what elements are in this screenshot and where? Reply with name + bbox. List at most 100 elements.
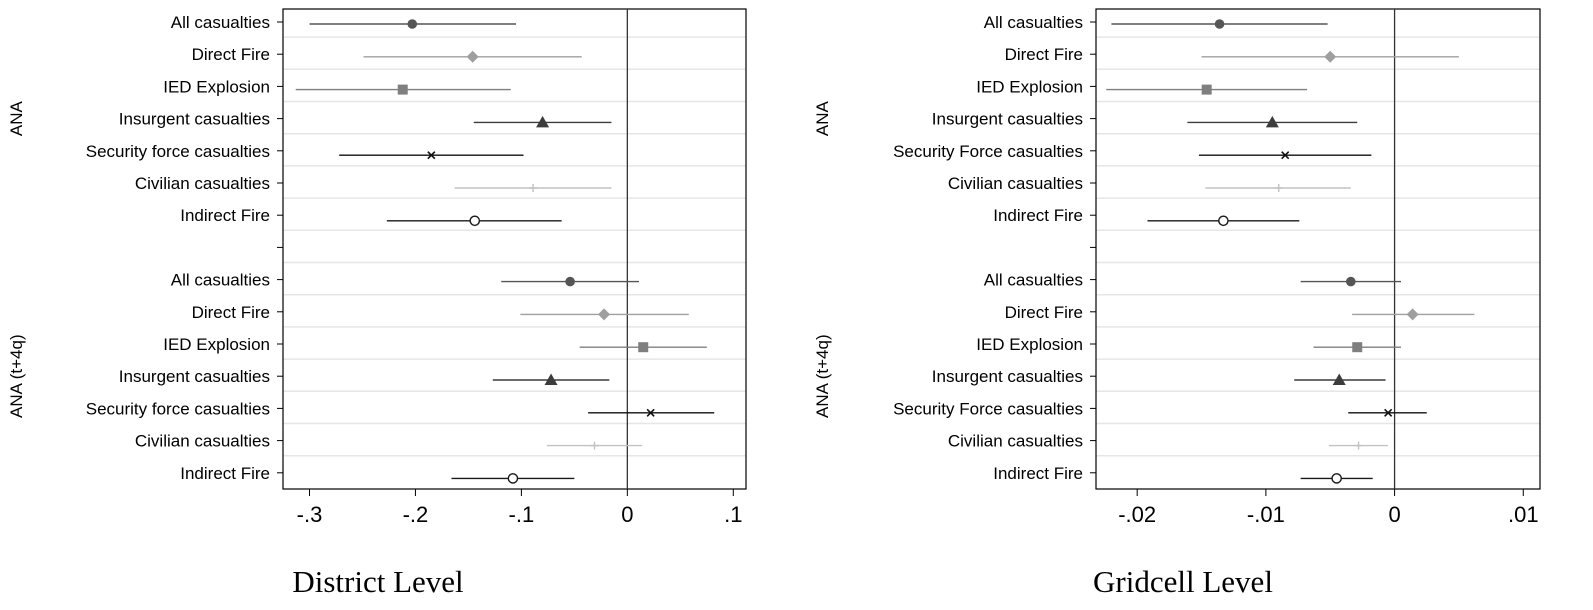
estimate-row: [386, 215, 562, 227]
row-label: Insurgent casualties: [932, 110, 1083, 129]
estimate-row: [473, 115, 612, 128]
x-tick-label: -.1: [509, 502, 535, 527]
estimate-row: [1294, 373, 1386, 385]
estimate-row: [1328, 441, 1389, 450]
marker: [1218, 215, 1229, 227]
x-tick-label: -.02: [1118, 502, 1156, 527]
marker: [407, 19, 418, 29]
estimate-row: [579, 342, 707, 353]
row-label: Civilian casualties: [135, 432, 270, 451]
marker: [427, 151, 436, 160]
marker: [1281, 151, 1290, 160]
row-label: Civilian casualties: [135, 174, 270, 193]
x-tick-label: .01: [1508, 502, 1539, 527]
row-label: Indirect Fire: [993, 206, 1083, 225]
estimate-row: [1111, 19, 1328, 29]
estimate-row: [363, 50, 582, 63]
marker: [1384, 408, 1393, 417]
panel-gridcell: Gridcell Level: [1093, 564, 1273, 599]
marker: [565, 276, 575, 287]
panel-title-gridcell: Gridcell Level: [1093, 564, 1273, 599]
x-tick-label: -.2: [403, 502, 429, 527]
row-label: Security Force casualties: [893, 399, 1083, 418]
marker: [469, 215, 481, 227]
estimate-row: [1348, 408, 1427, 417]
row-label: Civilian casualties: [948, 432, 1083, 451]
row-label: All casualties: [984, 13, 1083, 32]
marker: [507, 473, 519, 484]
estimate-row: [1201, 50, 1459, 63]
row-label: Indirect Fire: [993, 464, 1083, 483]
row-label: Direct Fire: [1005, 45, 1083, 64]
row-label: All casualties: [171, 271, 270, 290]
estimate-row: [1300, 276, 1402, 287]
marker: [1201, 84, 1212, 95]
group-label: ANA: [7, 100, 26, 136]
estimate-row: [1352, 308, 1475, 321]
plot-frame: [1095, 8, 1541, 490]
estimate-row: [1106, 84, 1308, 95]
group-label: ANA (t+4q): [813, 334, 832, 418]
estimate-row: [339, 151, 524, 160]
row-label: Security Force casualties: [893, 142, 1083, 161]
estimate-row: [1313, 342, 1402, 353]
estimate-row: [1147, 215, 1300, 227]
row-label: IED Explosion: [163, 335, 270, 354]
marker: [536, 115, 550, 128]
x-tick-label: -.01: [1247, 502, 1285, 527]
row-label: Direct Fire: [192, 45, 270, 64]
group-label: ANA: [813, 100, 832, 136]
marker: [1331, 473, 1342, 484]
plot-area-district: All casualties Direct Fire IED Explosion In…: [7, 8, 747, 527]
estimate-row: [546, 441, 643, 450]
row-label: Direct Fire: [1005, 303, 1083, 322]
estimate-row: [309, 19, 517, 29]
row-label: IED Explosion: [163, 77, 270, 96]
row-label: Insurgent casualties: [119, 367, 270, 386]
row-label: Civilian casualties: [948, 174, 1083, 193]
estimate-row: [588, 408, 715, 417]
row-label: IED Explosion: [976, 335, 1083, 354]
row-label: All casualties: [171, 13, 270, 32]
marker: [544, 373, 558, 385]
estimate-row: [492, 373, 610, 385]
estimate-row: [1300, 473, 1373, 484]
row-label: Indirect Fire: [180, 464, 270, 483]
group-label: ANA (t+4q): [7, 334, 26, 418]
x-tick-label: .1: [724, 502, 742, 527]
x-tick-label: 0: [621, 502, 633, 527]
estimate-row: [1205, 184, 1351, 192]
row-label: Insurgent casualties: [119, 110, 270, 129]
marker: [1214, 19, 1225, 29]
x-tick-label: 0: [1388, 502, 1400, 527]
estimate-row: [1198, 151, 1372, 160]
marker: [1265, 115, 1279, 128]
marker: [1406, 308, 1419, 321]
plot-area-gridcell: All casualties Direct Fire IED Explosion In…: [813, 8, 1541, 527]
row-label: Security force casualties: [86, 399, 270, 418]
row-label: Insurgent casualties: [932, 367, 1083, 386]
marker: [598, 308, 611, 321]
marker: [1346, 276, 1356, 287]
marker: [1332, 373, 1346, 385]
marker: [1352, 342, 1363, 353]
row-label: Direct Fire: [192, 303, 270, 322]
estimate-row: [520, 308, 689, 321]
estimate-row: [451, 473, 575, 484]
marker: [1324, 50, 1337, 63]
marker: [638, 342, 649, 353]
panel-title-district: District Level: [292, 564, 463, 599]
estimate-row: [295, 84, 511, 95]
estimate-row: [501, 276, 639, 287]
marker: [646, 408, 655, 417]
row-label: IED Explosion: [976, 77, 1083, 96]
row-label: Security force casualties: [86, 142, 270, 161]
plot-frame: [282, 8, 747, 490]
row-label: Indirect Fire: [180, 206, 270, 225]
marker: [466, 50, 479, 63]
row-label: All casualties: [984, 271, 1083, 290]
estimate-row: [1187, 115, 1358, 128]
panel-district: District Level: [292, 564, 463, 599]
estimate-row: [454, 184, 612, 192]
